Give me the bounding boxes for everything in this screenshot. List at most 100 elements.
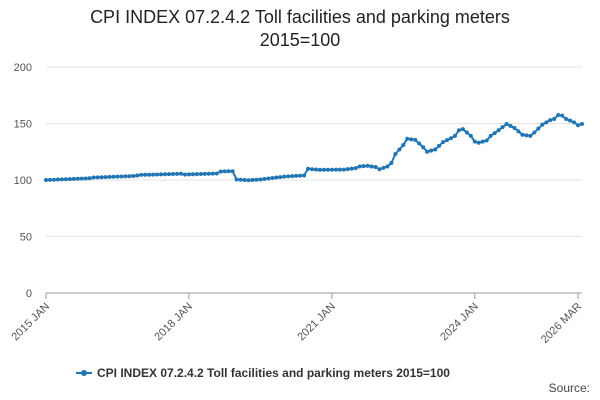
data-point[interactable]	[393, 152, 398, 157]
data-point[interactable]	[500, 125, 505, 130]
data-point[interactable]	[429, 148, 434, 153]
data-point[interactable]	[119, 174, 124, 179]
data-point[interactable]	[361, 164, 366, 169]
data-point[interactable]	[186, 172, 191, 177]
data-point[interactable]	[290, 174, 295, 179]
data-point[interactable]	[433, 147, 438, 152]
data-point[interactable]	[552, 116, 557, 121]
data-point[interactable]	[329, 167, 334, 172]
data-point[interactable]	[377, 167, 382, 172]
data-point[interactable]	[528, 133, 533, 138]
data-point[interactable]	[441, 140, 446, 145]
data-point[interactable]	[397, 147, 402, 152]
data-point[interactable]	[87, 176, 92, 181]
data-point[interactable]	[389, 161, 394, 166]
data-point[interactable]	[413, 137, 418, 142]
data-point[interactable]	[286, 174, 291, 179]
data-point[interactable]	[544, 120, 549, 125]
data-point[interactable]	[381, 165, 386, 170]
data-point[interactable]	[302, 173, 307, 178]
data-point[interactable]	[63, 177, 68, 182]
data-point[interactable]	[445, 138, 450, 143]
data-point[interactable]	[238, 177, 243, 182]
data-point[interactable]	[135, 173, 140, 178]
data-point[interactable]	[107, 174, 112, 179]
data-point[interactable]	[47, 177, 52, 182]
data-point[interactable]	[504, 122, 509, 127]
legend[interactable]: CPI INDEX 07.2.4.2 Toll facilities and p…	[76, 366, 450, 380]
data-point[interactable]	[67, 177, 72, 182]
data-point[interactable]	[556, 113, 561, 118]
data-point[interactable]	[448, 136, 453, 141]
data-point[interactable]	[321, 167, 326, 172]
data-point[interactable]	[103, 175, 108, 180]
data-point[interactable]	[131, 174, 136, 179]
data-point[interactable]	[159, 172, 164, 177]
data-point[interactable]	[452, 133, 457, 138]
data-point[interactable]	[190, 172, 195, 177]
data-point[interactable]	[468, 133, 473, 138]
data-point[interactable]	[488, 133, 493, 138]
data-point[interactable]	[218, 169, 223, 174]
data-point[interactable]	[325, 167, 330, 172]
data-point[interactable]	[472, 139, 477, 144]
data-point[interactable]	[337, 167, 342, 172]
data-point[interactable]	[171, 172, 176, 177]
data-point[interactable]	[111, 174, 116, 179]
data-point[interactable]	[75, 176, 80, 181]
data-point[interactable]	[178, 171, 183, 176]
data-point[interactable]	[210, 171, 215, 176]
data-point[interactable]	[421, 145, 426, 150]
data-point[interactable]	[373, 165, 378, 169]
data-point[interactable]	[246, 178, 251, 183]
data-point[interactable]	[512, 126, 517, 131]
data-point[interactable]	[349, 166, 354, 171]
data-point[interactable]	[163, 172, 168, 177]
data-point[interactable]	[79, 176, 84, 181]
data-point[interactable]	[369, 164, 374, 169]
data-point[interactable]	[536, 126, 541, 131]
data-point[interactable]	[568, 118, 573, 123]
data-point[interactable]	[333, 167, 338, 172]
data-point[interactable]	[580, 122, 584, 127]
data-point[interactable]	[298, 173, 303, 178]
data-point[interactable]	[306, 166, 311, 171]
legend-label[interactable]: CPI INDEX 07.2.4.2 Toll facilities and p…	[97, 366, 450, 380]
data-point[interactable]	[508, 124, 513, 129]
data-point[interactable]	[464, 130, 469, 135]
data-point[interactable]	[548, 118, 553, 123]
data-point[interactable]	[242, 177, 247, 182]
data-point[interactable]	[560, 113, 565, 118]
data-point[interactable]	[456, 128, 461, 133]
data-point[interactable]	[294, 173, 299, 178]
data-point[interactable]	[313, 167, 318, 172]
data-point[interactable]	[55, 177, 60, 182]
data-point[interactable]	[564, 116, 569, 121]
data-point[interactable]	[139, 172, 144, 177]
data-point[interactable]	[405, 136, 410, 141]
data-point[interactable]	[214, 171, 219, 176]
data-point[interactable]	[532, 130, 537, 135]
data-point[interactable]	[357, 164, 362, 169]
data-point[interactable]	[123, 174, 128, 179]
data-point[interactable]	[99, 175, 104, 180]
data-point[interactable]	[385, 164, 390, 169]
data-point[interactable]	[516, 129, 521, 134]
data-point[interactable]	[59, 177, 64, 182]
data-point[interactable]	[353, 166, 358, 171]
data-point[interactable]	[262, 176, 267, 181]
data-point[interactable]	[258, 177, 263, 182]
data-point[interactable]	[151, 172, 156, 177]
data-point[interactable]	[460, 127, 465, 132]
data-point[interactable]	[401, 142, 406, 147]
data-point[interactable]	[437, 143, 442, 148]
data-point[interactable]	[524, 133, 529, 138]
data-point[interactable]	[341, 167, 346, 172]
data-point[interactable]	[115, 174, 120, 179]
data-point[interactable]	[317, 167, 322, 172]
data-point[interactable]	[143, 172, 148, 177]
data-point[interactable]	[520, 132, 525, 137]
data-point[interactable]	[194, 172, 199, 177]
data-point[interactable]	[182, 172, 187, 177]
data-point[interactable]	[147, 172, 152, 177]
